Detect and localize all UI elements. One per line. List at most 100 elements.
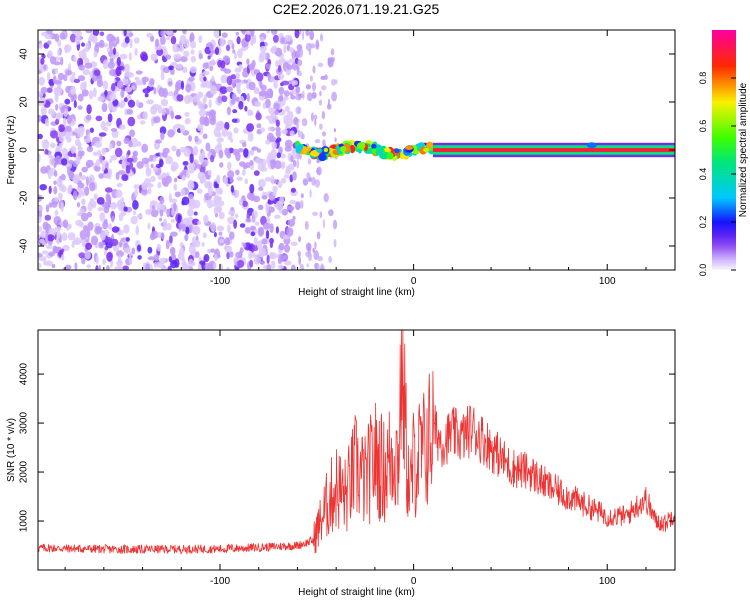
- noise-cell: [72, 190, 78, 201]
- noise-cell: [280, 37, 286, 44]
- colorbar-gradient: [712, 30, 736, 270]
- noise-cell: [281, 80, 290, 86]
- noise-cell: [221, 95, 228, 103]
- noise-cell: [301, 118, 308, 127]
- noise-cell: [144, 93, 149, 98]
- noise-cell: [229, 251, 234, 258]
- y-tick-label: -40: [19, 238, 30, 253]
- noise-cell: [272, 34, 279, 43]
- noise-cell: [227, 161, 232, 171]
- noise-cell: [162, 225, 168, 231]
- noise-cell: [314, 139, 321, 144]
- noise-cell: [63, 74, 68, 82]
- noise-cell: [301, 90, 305, 100]
- noise-cell: [38, 153, 41, 163]
- noise-cell: [226, 86, 233, 93]
- noise-cell: [311, 92, 317, 99]
- noise-cell: [102, 59, 109, 70]
- noise-cell: [209, 113, 216, 122]
- noise-cell: [185, 226, 190, 235]
- colorbar: 0.0 0.2 0.4 0.6 0.8 Normalized spectral ampli…: [698, 30, 749, 276]
- noise-cell: [119, 53, 128, 60]
- noise-cell: [173, 53, 182, 60]
- noise-cell: [120, 99, 126, 108]
- noise-cell: [111, 83, 116, 92]
- noise-cell: [196, 164, 202, 169]
- noise-cell: [134, 48, 138, 56]
- noise-cell: [116, 140, 122, 147]
- noise-cell: [233, 127, 239, 134]
- noise-cell: [167, 91, 175, 97]
- noise-cell: [187, 208, 194, 217]
- noise-cell: [284, 146, 292, 152]
- noise-cell: [203, 94, 207, 103]
- x-tick-label: 100: [599, 576, 616, 587]
- noise-cell: [283, 254, 289, 261]
- noise-cell: [314, 241, 317, 250]
- noise-cell: [267, 126, 274, 131]
- noise-cell: [190, 40, 197, 49]
- noise-cell: [126, 157, 134, 163]
- noise-cell: [116, 250, 124, 258]
- noise-cell: [44, 33, 52, 40]
- noise-cell: [45, 260, 53, 267]
- noise-cell: [89, 71, 93, 78]
- noise-cell: [189, 153, 194, 164]
- noise-cell: [237, 48, 243, 59]
- noise-cell: [89, 181, 96, 192]
- noise-cell: [170, 260, 178, 269]
- tone-cell: [384, 147, 390, 153]
- noise-cell: [177, 252, 185, 261]
- noise-cell: [277, 180, 283, 189]
- noise-cell: [218, 211, 225, 220]
- noise-cell: [236, 36, 241, 45]
- noise-cell: [197, 124, 204, 132]
- tone-cell: [357, 142, 366, 150]
- noise-cell: [193, 226, 201, 235]
- noise-cell: [165, 155, 173, 165]
- noise-cell: [47, 50, 53, 60]
- noise-cell: [253, 236, 258, 246]
- noise-cell: [296, 44, 303, 52]
- y-tick-label: 20: [19, 96, 30, 108]
- noise-cell: [175, 82, 181, 92]
- noise-cell: [206, 199, 214, 209]
- noise-cell: [65, 125, 72, 133]
- noise-cell: [249, 183, 255, 194]
- noise-cell: [317, 255, 323, 262]
- noise-cell: [52, 246, 60, 253]
- noise-cell: [92, 87, 97, 98]
- noise-cell: [260, 260, 266, 265]
- noise-cell: [95, 115, 103, 122]
- noise-cell: [141, 157, 150, 164]
- noise-cell: [56, 112, 61, 120]
- noise-cell: [74, 138, 81, 147]
- noise-cell: [300, 193, 304, 199]
- noise-cell: [183, 50, 190, 58]
- noise-cell: [40, 166, 48, 174]
- noise-cell: [199, 176, 204, 183]
- noise-cell: [292, 215, 296, 221]
- noise-cell: [289, 199, 297, 205]
- noise-cell: [214, 254, 218, 262]
- noise-cell: [166, 222, 172, 231]
- noise-cell: [297, 251, 302, 257]
- noise-cell: [125, 165, 131, 174]
- noise-cell: [202, 133, 208, 140]
- noise-cell: [275, 119, 280, 127]
- noise-cell: [83, 186, 90, 196]
- noise-cell: [209, 44, 214, 52]
- noise-cell: [54, 67, 59, 74]
- noise-cell: [38, 76, 45, 86]
- noise-cell: [278, 253, 285, 263]
- noise-cell: [187, 182, 195, 190]
- noise-cell: [216, 225, 225, 232]
- noise-cell: [74, 30, 83, 37]
- noise-cell: [38, 225, 42, 233]
- noise-cell: [213, 30, 222, 38]
- noise-cell: [219, 162, 224, 168]
- noise-cell: [278, 242, 285, 251]
- noise-cell: [188, 167, 195, 174]
- colorbar-tick-label: 0.4: [698, 168, 708, 181]
- noise-cell: [179, 45, 185, 53]
